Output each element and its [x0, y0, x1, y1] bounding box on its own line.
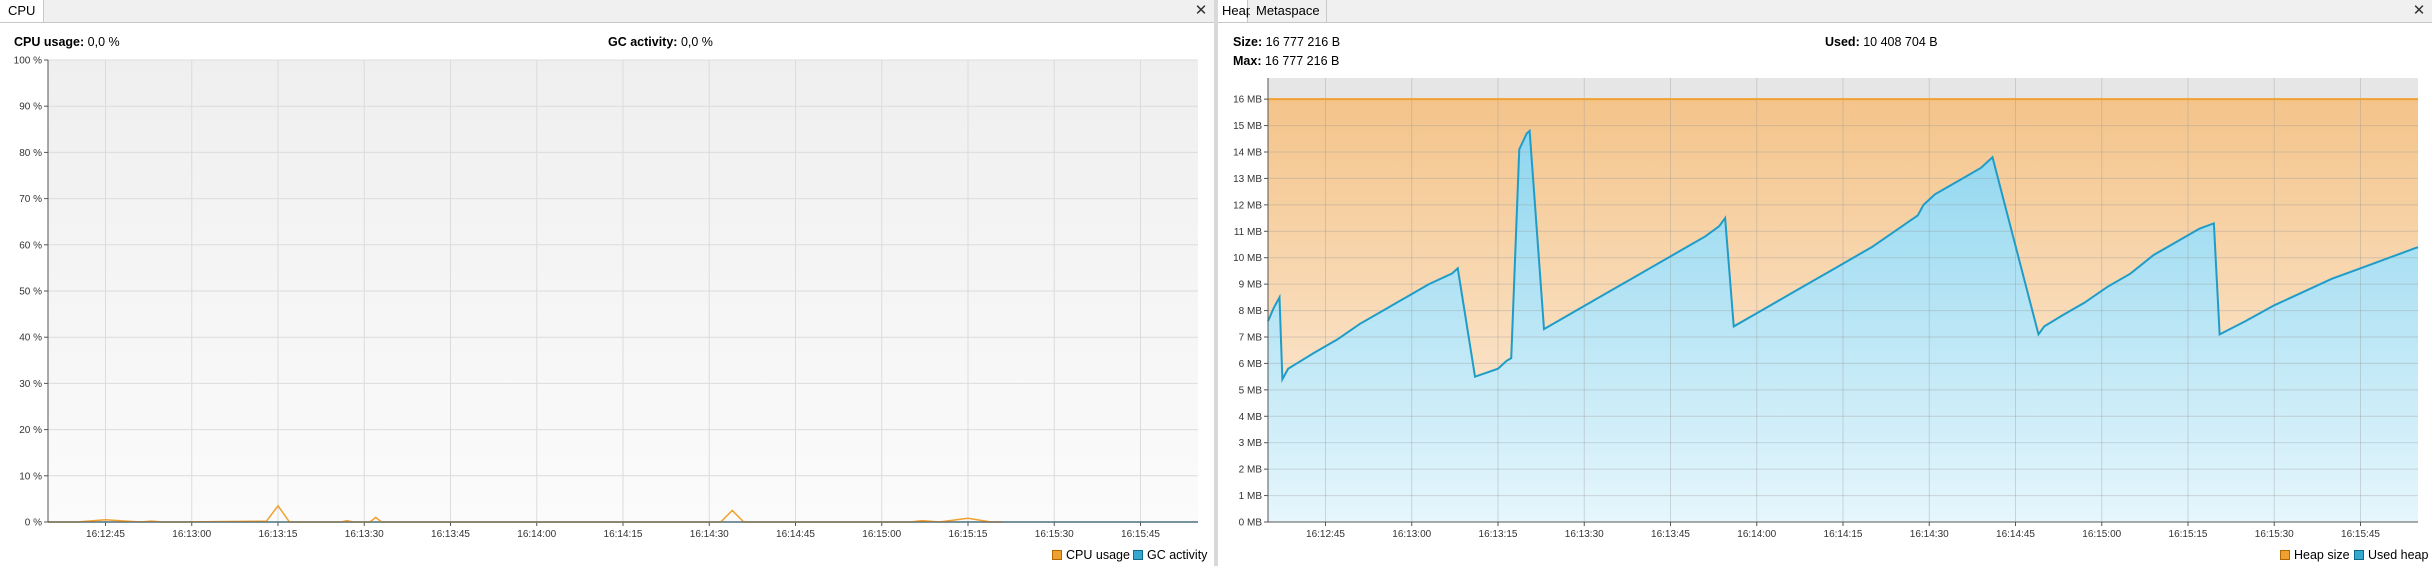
cpu-usage-stat: CPU usage: 0,0 %	[14, 35, 120, 49]
x-tick-label: 16:14:45	[1996, 529, 2035, 540]
legend-swatch-gc	[1133, 550, 1143, 560]
close-icon[interactable]: ✕	[1194, 2, 1208, 19]
y-tick-label: 11 MB	[1234, 227, 1262, 238]
y-tick-label: 3 MB	[1239, 438, 1263, 449]
gc-activity-value: 0,0 %	[680, 35, 713, 49]
y-tick-label: 4 MB	[1239, 412, 1263, 423]
x-tick-label: 16:13:15	[259, 529, 298, 540]
x-tick-label: 16:15:15	[2169, 529, 2208, 540]
x-tick-label: 16:15:45	[2341, 529, 2380, 540]
y-tick-label: 70 %	[19, 194, 42, 205]
y-tick-label: 30 %	[19, 379, 42, 390]
heap-size-stat: Size: 16 777 216 B	[1233, 35, 1340, 49]
x-tick-label: 16:12:45	[86, 529, 125, 540]
y-tick-label: 14 MB	[1233, 148, 1262, 159]
heap-max-value: 16 777 216 B	[1264, 54, 1340, 68]
legend-heap-size: Heap size	[2280, 548, 2350, 562]
legend-label-heap-size: Heap size	[2294, 548, 2350, 562]
y-tick-label: 9 MB	[1239, 280, 1263, 291]
x-tick-label: 16:13:45	[431, 529, 470, 540]
legend-label-used-heap: Used heap	[2368, 548, 2429, 562]
heap-max-stat: Max: 16 777 216 B	[1233, 54, 1339, 68]
x-tick-label: 16:13:30	[1565, 529, 1604, 540]
y-tick-label: 5 MB	[1239, 385, 1263, 396]
tab-metaspace[interactable]: Metaspace	[1250, 0, 1327, 22]
x-tick-label: 16:14:30	[690, 529, 729, 540]
x-tick-label: 16:14:45	[776, 529, 815, 540]
panel-splitter[interactable]	[1214, 0, 1218, 566]
tab-heap[interactable]: Heap	[1218, 0, 1253, 22]
x-tick-label: 16:14:15	[1824, 529, 1863, 540]
y-tick-label: 6 MB	[1239, 359, 1263, 370]
series-used-heap-area	[1268, 130, 2418, 522]
cpu-usage-value: 0,0 %	[87, 35, 120, 49]
gc-activity-label: GC activity:	[608, 35, 678, 49]
y-tick-label: 12 MB	[1233, 200, 1262, 211]
gc-activity-stat: GC activity: 0,0 %	[608, 35, 713, 49]
x-tick-label: 16:13:00	[1392, 529, 1431, 540]
heap-size-value: 16 777 216 B	[1265, 35, 1341, 49]
x-tick-label: 16:14:30	[1910, 529, 1949, 540]
x-tick-label: 16:15:15	[949, 529, 988, 540]
legend-swatch-cpu	[1052, 550, 1062, 560]
series-used-heap-line	[1267, 128, 2419, 383]
heap-max-label: Max:	[1233, 54, 1262, 68]
x-tick-label: 16:15:00	[2082, 529, 2121, 540]
x-tick-label: 16:14:00	[1737, 529, 1776, 540]
x-tick-label: 16:13:45	[1651, 529, 1690, 540]
y-tick-label: 7 MB	[1239, 333, 1263, 344]
cpu-panel: CPU ✕ CPU usage: 0,0 % GC activity: 0,0 …	[0, 0, 1214, 566]
y-tick-label: 80 %	[19, 148, 42, 159]
y-tick-label: 2 MB	[1239, 465, 1263, 476]
y-tick-label: 15 MB	[1233, 121, 1262, 132]
y-tick-label: 90 %	[19, 102, 42, 113]
heap-chart: 0 MB 1 MB 2 MB 3 MB 4 MB 5 MB 6 MB 7 MB 8 MB 9 MB…	[1233, 78, 2419, 540]
y-tick-label: 0 %	[25, 518, 42, 529]
heap-used-value: 10 408 704 B	[1863, 35, 1938, 49]
legend-swatch-used-heap	[2354, 550, 2364, 560]
heap-size-label: Size:	[1233, 35, 1263, 49]
legend-label-gc: GC activity	[1147, 548, 1208, 562]
cpu-usage-label: CPU usage:	[14, 35, 85, 49]
y-tick-label: 20 %	[19, 425, 42, 436]
tab-cpu[interactable]: CPU	[0, 0, 45, 22]
heap-used-label: Used:	[1825, 35, 1860, 49]
y-tick-label: 40 %	[19, 333, 42, 344]
y-tick-label: 13 MB	[1233, 174, 1262, 185]
y-tick-label: 8 MB	[1239, 306, 1263, 317]
x-tick-label: 16:15:00	[862, 529, 901, 540]
x-tick-label: 16:12:45	[1306, 529, 1345, 540]
cpu-tabbar: CPU ✕	[0, 0, 1214, 23]
y-tick-label: 100 %	[14, 56, 42, 67]
heap-used-stat: Used: 10 408 704 B	[1825, 35, 1938, 49]
y-tick-label: 60 %	[19, 240, 42, 251]
y-tick-label: 0 MB	[1239, 518, 1263, 529]
cpu-chart: 0 % 10 % 20 % 30 % 40 % 50 % 60 % 70 % 80 % 90 % 1…	[14, 56, 1198, 540]
close-icon[interactable]: ✕	[2412, 2, 2426, 19]
legend-gc-activity: GC activity	[1133, 548, 1207, 562]
x-tick-label: 16:13:15	[1479, 529, 1518, 540]
y-tick-label: 50 %	[19, 287, 42, 298]
x-tick-label: 16:15:30	[1035, 529, 1074, 540]
heap-panel: Heap Metaspace ✕ Size: 16 777 216 B Used…	[1218, 0, 2432, 566]
legend-swatch-heap-size	[2280, 550, 2290, 560]
legend-label-cpu: CPU usage	[1066, 548, 1130, 562]
x-tick-label: 16:15:45	[1121, 529, 1160, 540]
legend-used-heap: Used heap	[2354, 548, 2428, 562]
x-tick-label: 16:15:30	[2255, 529, 2294, 540]
x-tick-label: 16:13:00	[172, 529, 211, 540]
y-tick-label: 10 %	[19, 471, 42, 482]
heap-tabbar: Heap Metaspace ✕	[1218, 0, 2432, 23]
legend-cpu-usage: CPU usage	[1052, 548, 1130, 562]
y-tick-label: 16 MB	[1233, 95, 1262, 106]
y-tick-label: 1 MB	[1239, 491, 1263, 502]
x-tick-label: 16:13:30	[345, 529, 384, 540]
x-tick-label: 16:14:15	[604, 529, 643, 540]
y-tick-label: 10 MB	[1233, 253, 1262, 264]
x-tick-label: 16:14:00	[517, 529, 556, 540]
